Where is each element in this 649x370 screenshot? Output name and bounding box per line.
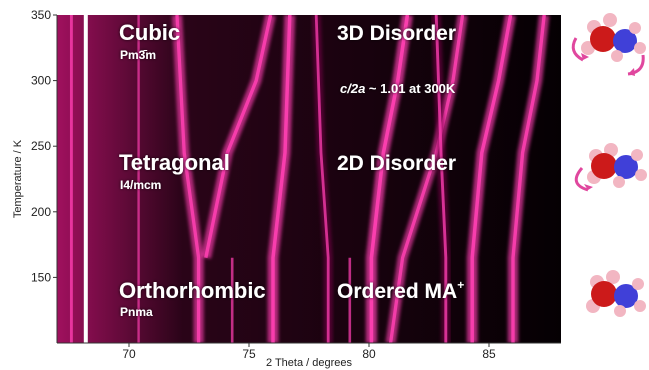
rotation-arrow-icon	[574, 167, 589, 192]
reflection-trace	[511, 15, 546, 343]
x-axis-label: 2 Theta / degrees	[266, 357, 353, 369]
reflection-traces	[66, 15, 550, 343]
carbon-atom-icon	[591, 153, 617, 179]
hydrogen-atom-icon	[603, 13, 617, 27]
ordered-ma-charge: +	[457, 278, 464, 292]
hydrogen-atom-icon	[613, 176, 625, 188]
phase-tetragonal-space-group: I4/mcm	[120, 178, 161, 192]
y-ticks: 150 200 250 300 350	[31, 8, 57, 284]
disorder-2d-label: 2D Disorder	[337, 152, 456, 175]
y-tick-label: 350	[31, 8, 51, 22]
x-tick-label: 80	[362, 347, 376, 361]
reflection-trace	[470, 15, 513, 343]
tetragonality-value: ~ 1.01 at 300K	[365, 81, 456, 96]
y-tick-label: 150	[31, 270, 51, 284]
phase-orthorhombic-label: Orthorhombic	[119, 278, 266, 303]
hydrogen-atom-icon	[614, 305, 626, 317]
nitrogen-atom-icon	[614, 155, 638, 179]
phase-tetragonal-label: Tetragonal	[119, 150, 230, 175]
hydrogen-atom-icon	[634, 42, 646, 54]
reflection-trace	[369, 15, 410, 343]
reflection-trace	[434, 15, 448, 343]
ordered-ma-label: Ordered MA+	[337, 278, 464, 303]
carbon-atom-icon	[590, 26, 616, 52]
phase-cubic-space-group: Pm3̄m	[120, 48, 156, 62]
reflection-trace	[204, 15, 273, 259]
tetragonality-note: c/2a ~ 1.01 at 300K	[340, 81, 456, 96]
y-tick-label: 300	[31, 74, 51, 88]
y-axis-label: Temperature / K	[12, 139, 24, 218]
x-ticks: 70 75 80 85	[122, 343, 496, 361]
ordered-ma-text: Ordered MA	[337, 280, 457, 303]
y-tick-label: 200	[31, 205, 51, 219]
phase-cubic-label: Cubic	[119, 20, 180, 45]
hydrogen-atom-icon	[635, 169, 647, 181]
hydrogen-atom-icon	[629, 22, 641, 34]
hydrogen-atom-icon	[634, 300, 646, 312]
tetragonality-ratio: c/2a	[340, 81, 365, 96]
rotation-arrow-right-icon	[627, 54, 645, 76]
x-tick-label: 85	[482, 347, 496, 361]
phase-orthorhombic-space-group: Pnma	[120, 305, 153, 319]
hydrogen-atom-icon	[611, 50, 623, 62]
rotation-arrow-left-icon	[571, 37, 584, 62]
rotation-arrow-left-head-icon	[581, 53, 589, 60]
y-tick-label: 250	[31, 139, 51, 153]
molecule-orthorhombic-ordered	[586, 270, 646, 317]
nitrogen-atom-icon	[613, 29, 637, 53]
carbon-atom-icon	[591, 281, 617, 307]
hydrogen-atom-icon	[632, 278, 644, 290]
molecule-cubic-rotating	[571, 13, 646, 76]
reflection-trace	[314, 15, 330, 343]
reflection-trace	[388, 15, 465, 343]
rotation-arrow-head-icon	[584, 184, 593, 190]
x-tick-label: 75	[242, 347, 256, 361]
disorder-3d-label: 3D Disorder	[337, 22, 456, 45]
nitrogen-atom-icon	[614, 284, 638, 308]
reflection-trace	[175, 15, 201, 343]
reflection-trace	[271, 15, 292, 343]
hydrogen-atom-icon	[606, 270, 620, 284]
molecule-tetragonal-rotating	[574, 143, 647, 192]
rotation-arrow-right-head-icon	[628, 68, 635, 76]
hydrogen-atom-icon	[631, 149, 643, 161]
x-tick-label: 70	[122, 347, 136, 361]
